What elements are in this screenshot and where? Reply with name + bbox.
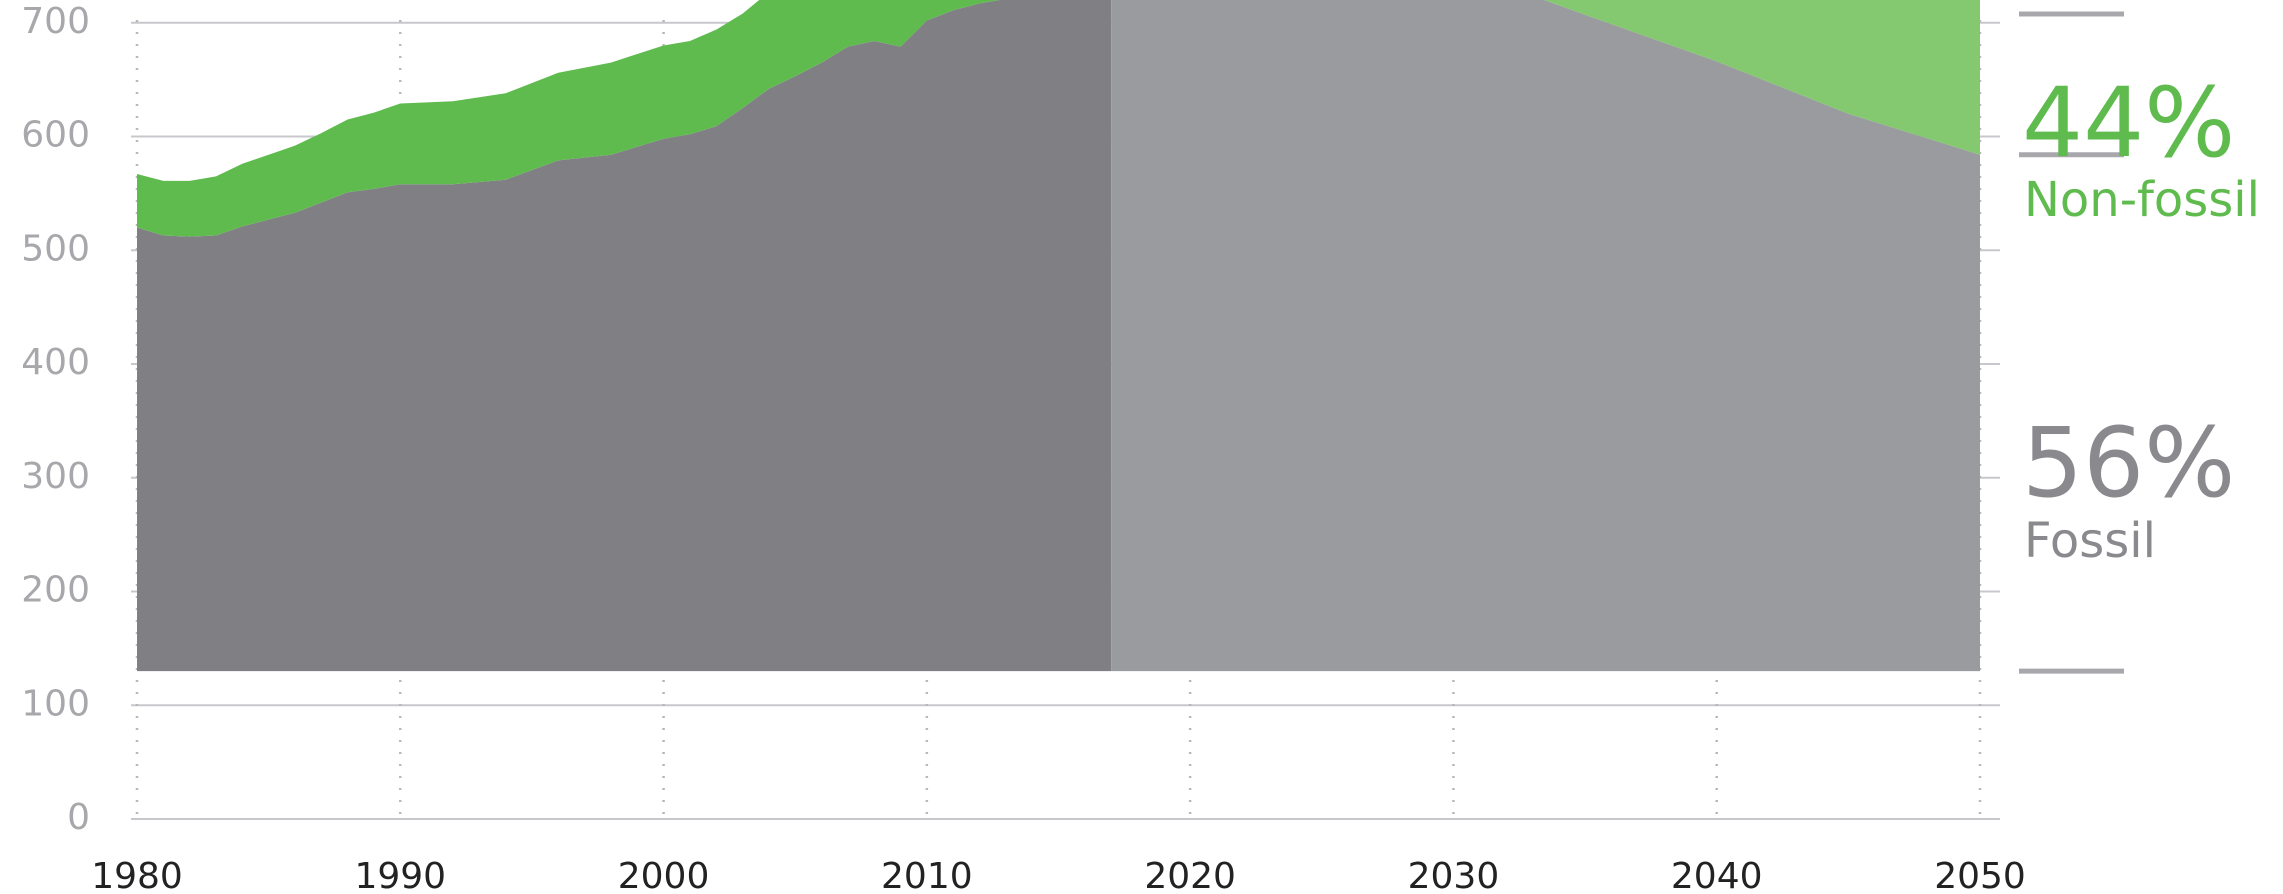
x-tick-label: 2050 bbox=[1934, 856, 2026, 894]
y-tick-label: 400 bbox=[21, 342, 90, 383]
y-tick-label: 100 bbox=[21, 683, 90, 724]
area-projection bbox=[1111, 0, 1980, 672]
x-tick-label: 2010 bbox=[881, 856, 973, 894]
area-history bbox=[137, 0, 1112, 672]
y-tick-label: 500 bbox=[21, 228, 90, 269]
y-tick-label: 200 bbox=[21, 570, 90, 611]
x-tick-label: 1990 bbox=[354, 856, 446, 894]
x-tick-label: 1980 bbox=[91, 856, 183, 894]
area-projection bbox=[1544, 0, 1980, 155]
share-name: Fossil bbox=[2024, 513, 2156, 569]
area-history bbox=[137, 0, 1000, 237]
share-label: 56% bbox=[2022, 407, 2235, 519]
x-tick-label: 2020 bbox=[1144, 856, 1236, 894]
share-name: Non-fossil bbox=[2024, 172, 2260, 228]
x-tick-label: 2040 bbox=[1671, 856, 1763, 894]
x-tick-label: 2030 bbox=[1408, 856, 1500, 894]
area-group bbox=[137, 0, 1980, 672]
y-tick-label: 700 bbox=[21, 1, 90, 42]
y-tick-label: 600 bbox=[21, 115, 90, 156]
x-tick-label: 2000 bbox=[618, 856, 710, 894]
area-group bbox=[137, 0, 1980, 237]
share-label: 44% bbox=[2022, 67, 2235, 179]
y-tick-label: 300 bbox=[21, 456, 90, 497]
y-tick-label: 0 bbox=[67, 797, 90, 838]
